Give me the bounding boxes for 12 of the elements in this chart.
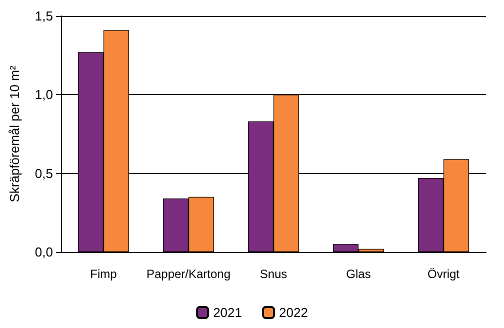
y-axis-title: Skräpföremål per 10 m² [7,65,22,202]
x-tick-label: Snus [260,267,288,281]
legend-label: 2021 [213,305,242,320]
x-tick-label: Papper/Kartong [146,267,231,281]
x-tick-label: Övrigt [427,267,460,281]
x-tick-label: Glas [346,267,371,281]
y-tick-label: 0,0 [34,244,53,260]
y-tick-label: 1,0 [34,87,53,102]
x-tick-label: Fimp [90,267,118,281]
y-tick-label: 0,5 [34,166,53,181]
legend-label: 2022 [279,305,308,320]
y-tick-label: 1,5 [34,8,53,24]
